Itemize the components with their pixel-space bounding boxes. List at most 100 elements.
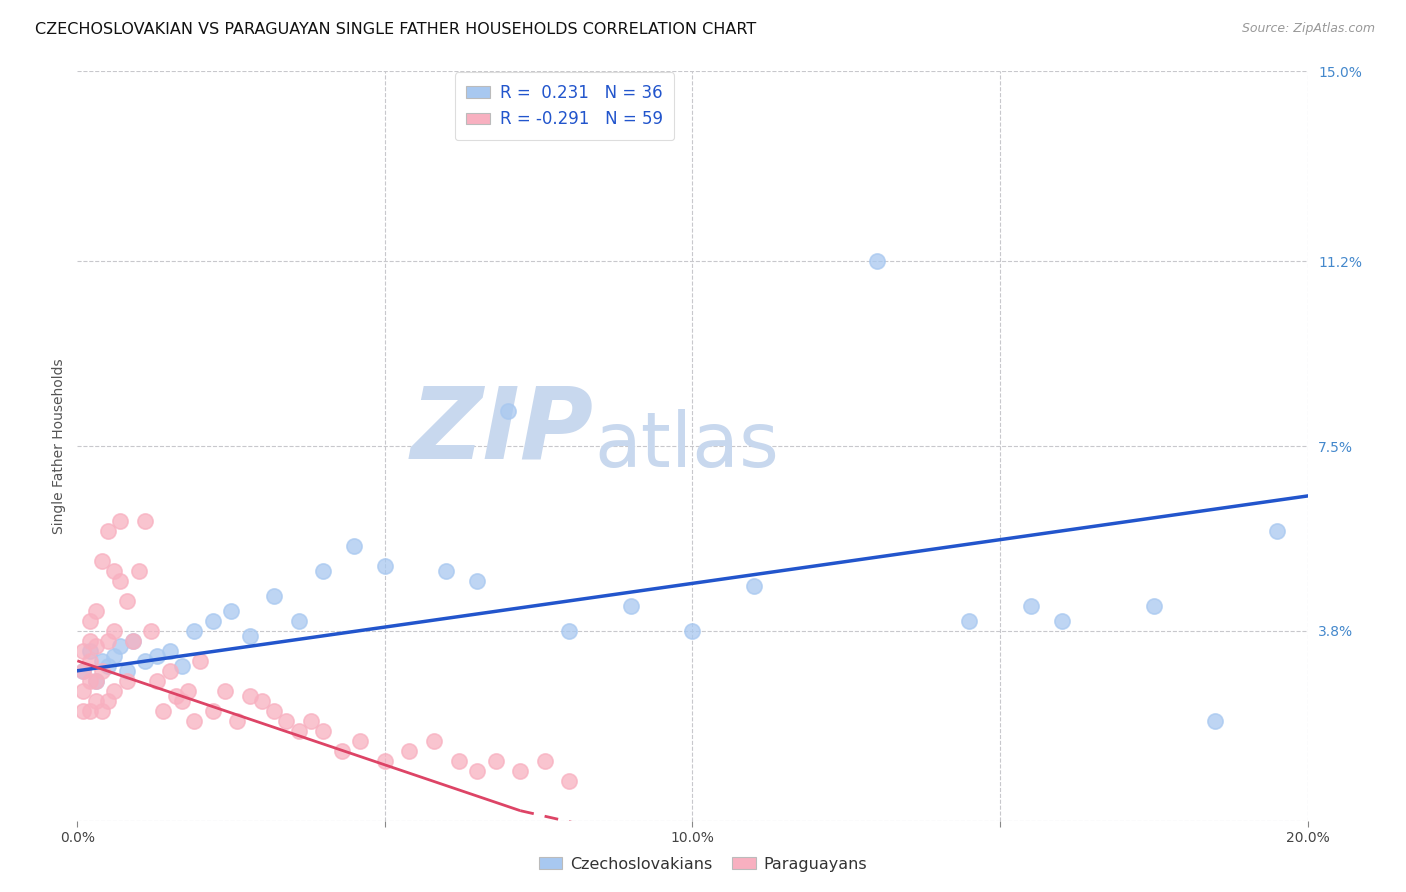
Point bbox=[957, 614, 980, 628]
Point bbox=[110, 574, 132, 588]
Point bbox=[103, 624, 125, 638]
Point bbox=[97, 633, 120, 648]
Point bbox=[115, 594, 138, 608]
Point bbox=[299, 714, 322, 728]
Point bbox=[72, 664, 94, 678]
Point bbox=[465, 764, 488, 778]
Point bbox=[90, 654, 114, 668]
Point bbox=[263, 704, 285, 718]
Point bbox=[1050, 614, 1073, 628]
Point bbox=[201, 704, 224, 718]
Point bbox=[496, 404, 519, 418]
Point bbox=[465, 574, 488, 588]
Point bbox=[79, 673, 101, 688]
Point bbox=[146, 648, 169, 663]
Y-axis label: Single Father Households: Single Father Households bbox=[52, 359, 66, 533]
Point bbox=[312, 564, 335, 578]
Point bbox=[1265, 524, 1288, 538]
Point bbox=[436, 564, 458, 578]
Point bbox=[170, 658, 193, 673]
Point bbox=[226, 714, 249, 728]
Point bbox=[103, 648, 125, 663]
Point bbox=[79, 614, 101, 628]
Point bbox=[110, 514, 132, 528]
Point bbox=[159, 644, 181, 658]
Point bbox=[79, 644, 101, 658]
Point bbox=[263, 589, 285, 603]
Point bbox=[330, 744, 353, 758]
Point bbox=[250, 694, 273, 708]
Point bbox=[90, 554, 114, 568]
Point bbox=[110, 639, 132, 653]
Point bbox=[183, 624, 205, 638]
Point bbox=[1143, 599, 1166, 613]
Point bbox=[97, 694, 120, 708]
Point bbox=[84, 673, 107, 688]
Point bbox=[115, 664, 138, 678]
Point bbox=[152, 704, 174, 718]
Point bbox=[72, 664, 94, 678]
Point bbox=[423, 733, 446, 747]
Point bbox=[312, 723, 335, 738]
Point bbox=[188, 654, 212, 668]
Point bbox=[349, 733, 371, 747]
Point bbox=[343, 539, 366, 553]
Point bbox=[115, 673, 138, 688]
Point bbox=[447, 754, 470, 768]
Point bbox=[134, 654, 156, 668]
Point bbox=[79, 633, 101, 648]
Point bbox=[177, 683, 200, 698]
Point bbox=[742, 579, 765, 593]
Point bbox=[276, 714, 298, 728]
Point bbox=[72, 644, 94, 658]
Point bbox=[239, 629, 262, 643]
Point bbox=[84, 639, 107, 653]
Point bbox=[84, 673, 107, 688]
Point bbox=[620, 599, 643, 613]
Point bbox=[159, 664, 181, 678]
Point bbox=[1204, 714, 1226, 728]
Point bbox=[1019, 599, 1042, 613]
Point bbox=[534, 754, 557, 768]
Text: CZECHOSLOVAKIAN VS PARAGUAYAN SINGLE FATHER HOUSEHOLDS CORRELATION CHART: CZECHOSLOVAKIAN VS PARAGUAYAN SINGLE FAT… bbox=[35, 22, 756, 37]
Point bbox=[398, 744, 420, 758]
Point bbox=[374, 558, 396, 573]
Point bbox=[97, 658, 120, 673]
Point bbox=[219, 604, 242, 618]
Point bbox=[170, 694, 193, 708]
Point bbox=[146, 673, 169, 688]
Point bbox=[866, 254, 889, 268]
Point bbox=[165, 689, 187, 703]
Point bbox=[485, 754, 508, 768]
Point bbox=[103, 683, 125, 698]
Point bbox=[103, 564, 125, 578]
Point bbox=[84, 604, 107, 618]
Point bbox=[288, 614, 311, 628]
Point bbox=[183, 714, 205, 728]
Point bbox=[90, 664, 114, 678]
Point bbox=[558, 624, 581, 638]
Point bbox=[97, 524, 120, 538]
Point bbox=[72, 683, 94, 698]
Point bbox=[79, 654, 101, 668]
Point bbox=[84, 694, 107, 708]
Point bbox=[141, 624, 163, 638]
Point bbox=[288, 723, 311, 738]
Point bbox=[90, 704, 114, 718]
Text: atlas: atlas bbox=[595, 409, 779, 483]
Point bbox=[558, 773, 581, 788]
Text: Source: ZipAtlas.com: Source: ZipAtlas.com bbox=[1241, 22, 1375, 36]
Point bbox=[134, 514, 156, 528]
Point bbox=[201, 614, 224, 628]
Legend: Czechoslovakians, Paraguayans: Czechoslovakians, Paraguayans bbox=[530, 848, 876, 880]
Point bbox=[239, 689, 262, 703]
Legend: R =  0.231   N = 36, R = -0.291   N = 59: R = 0.231 N = 36, R = -0.291 N = 59 bbox=[454, 72, 675, 140]
Point bbox=[79, 704, 101, 718]
Point bbox=[682, 624, 704, 638]
Point bbox=[121, 633, 143, 648]
Point bbox=[121, 633, 143, 648]
Point bbox=[509, 764, 531, 778]
Point bbox=[374, 754, 396, 768]
Point bbox=[214, 683, 236, 698]
Point bbox=[128, 564, 150, 578]
